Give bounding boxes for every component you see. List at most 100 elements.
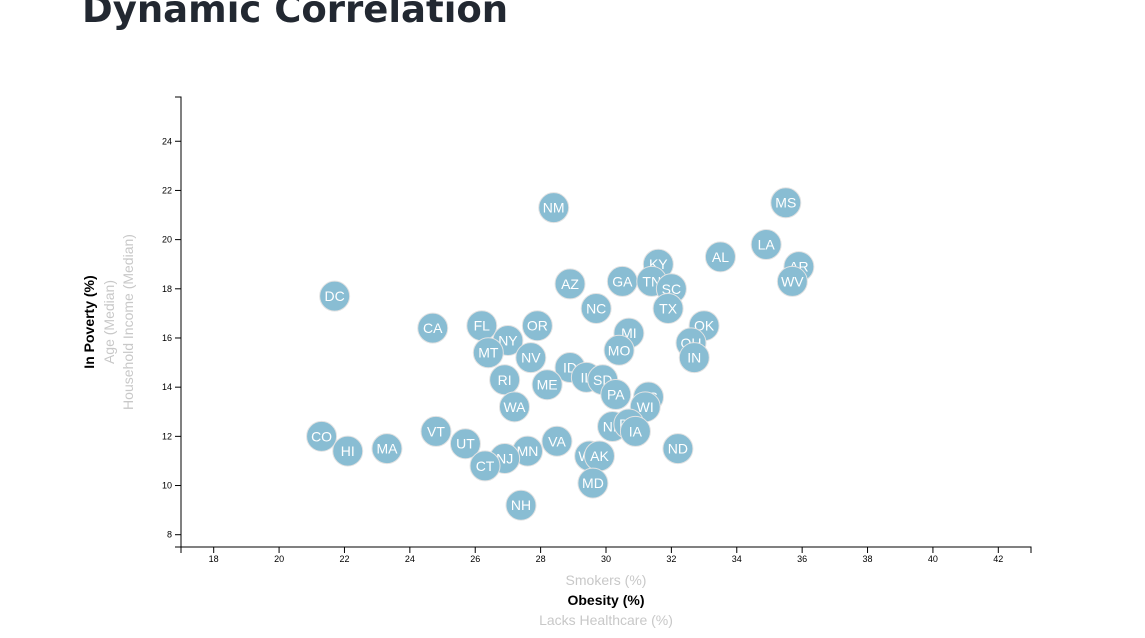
x-axis-label-healthcare[interactable]: Lacks Healthcare (%) (539, 612, 673, 628)
state-point-nd[interactable]: ND (662, 433, 694, 465)
state-circle[interactable] (371, 433, 403, 465)
state-circle[interactable] (332, 435, 364, 467)
state-point-fl[interactable]: FL (466, 310, 498, 342)
state-label[interactable]: SC (662, 281, 681, 297)
state-circle[interactable] (678, 342, 710, 374)
state-point-ia[interactable]: IA (619, 415, 651, 447)
state-label[interactable]: WI (637, 399, 654, 415)
state-label[interactable]: VA (548, 433, 566, 449)
state-point-ut[interactable]: UT (449, 428, 481, 460)
state-circle[interactable] (603, 334, 635, 366)
state-circle[interactable] (750, 229, 782, 261)
y-axis-label-income[interactable]: Household Income (Median) (120, 234, 136, 410)
state-circle[interactable] (662, 433, 694, 465)
state-circle[interactable] (489, 364, 521, 396)
state-circle[interactable] (531, 369, 563, 401)
state-point-ms[interactable]: MS (770, 187, 802, 219)
state-label[interactable]: OK (694, 318, 715, 334)
state-point-wv[interactable]: WV (776, 265, 808, 297)
state-point-ok[interactable]: OK (688, 310, 720, 342)
state-label[interactable]: MA (376, 441, 398, 457)
state-label[interactable]: MD (582, 475, 604, 491)
state-label[interactable]: NJ (496, 450, 513, 466)
state-circle[interactable] (420, 415, 452, 447)
state-point-mt[interactable]: MT (472, 337, 504, 369)
state-label[interactable]: FL (474, 318, 491, 334)
state-circle[interactable] (541, 425, 573, 457)
state-label[interactable]: NH (511, 497, 531, 513)
state-point-sc[interactable]: SC (655, 273, 687, 305)
state-circle[interactable] (472, 337, 504, 369)
state-label[interactable]: ND (668, 441, 688, 457)
state-point-ma[interactable]: MA (371, 433, 403, 465)
state-circle[interactable] (580, 292, 612, 324)
state-point-nm[interactable]: NM (538, 192, 570, 224)
state-circle[interactable] (577, 467, 609, 499)
state-label[interactable]: IN (687, 350, 701, 366)
state-circle[interactable] (449, 428, 481, 460)
state-label[interactable]: NM (543, 200, 565, 216)
state-point-nc[interactable]: NC (580, 292, 612, 324)
state-circle[interactable] (469, 450, 501, 482)
state-label[interactable]: NY (498, 332, 518, 348)
state-label[interactable]: TX (659, 300, 678, 316)
state-label[interactable]: VT (427, 423, 445, 439)
state-label[interactable]: MT (478, 345, 499, 361)
state-point-mo[interactable]: MO (603, 334, 635, 366)
state-point-nh[interactable]: NH (505, 489, 537, 521)
state-point-vt[interactable]: VT (420, 415, 452, 447)
state-circle[interactable] (515, 342, 547, 374)
state-label[interactable]: NC (586, 300, 606, 316)
state-label[interactable]: MS (775, 195, 796, 211)
state-point-dc[interactable]: DC (319, 280, 351, 312)
state-label[interactable]: LA (758, 237, 776, 253)
state-label[interactable]: CT (476, 458, 495, 474)
state-label[interactable]: NV (521, 350, 541, 366)
state-circle[interactable] (505, 489, 537, 521)
state-label[interactable]: OR (527, 318, 548, 334)
state-label[interactable]: CA (423, 320, 443, 336)
state-label[interactable]: AK (590, 448, 609, 464)
state-circle[interactable] (704, 241, 736, 273)
state-point-la[interactable]: LA (750, 229, 782, 261)
state-label[interactable]: DC (325, 288, 345, 304)
state-point-va[interactable]: VA (541, 425, 573, 457)
state-label[interactable]: MO (608, 342, 631, 358)
state-circle[interactable] (776, 265, 808, 297)
state-label[interactable]: WV (781, 273, 804, 289)
state-circle[interactable] (554, 268, 586, 300)
x-axis-label-obesity[interactable]: Obesity (%) (567, 592, 644, 608)
state-point-wa[interactable]: WA (498, 391, 530, 423)
x-axis-label-smokers[interactable]: Smokers (%) (566, 572, 647, 588)
state-circle[interactable] (498, 391, 530, 423)
state-circle[interactable] (619, 415, 651, 447)
state-label[interactable]: GA (612, 273, 633, 289)
state-point-az[interactable]: AZ (554, 268, 586, 300)
state-point-ga[interactable]: GA (606, 265, 638, 297)
state-circle[interactable] (652, 292, 684, 324)
state-point-nv[interactable]: NV (515, 342, 547, 374)
state-point-in[interactable]: IN (678, 342, 710, 374)
state-point-ct[interactable]: CT (469, 450, 501, 482)
state-circle[interactable] (538, 192, 570, 224)
y-axis-label-poverty[interactable]: In Poverty (%) (81, 275, 97, 368)
state-label[interactable]: UT (456, 436, 475, 452)
state-label[interactable]: AL (712, 249, 729, 265)
state-label[interactable]: RI (498, 372, 512, 388)
state-label[interactable]: CO (311, 428, 332, 444)
y-axis-label-age[interactable]: Age (Median) (101, 280, 117, 364)
state-label[interactable]: WA (503, 399, 526, 415)
state-circle[interactable] (770, 187, 802, 219)
state-point-or[interactable]: OR (521, 310, 553, 342)
state-label[interactable]: MN (517, 443, 539, 459)
state-circle[interactable] (319, 280, 351, 312)
state-label[interactable]: ME (537, 377, 558, 393)
state-circle[interactable] (417, 312, 449, 344)
state-point-ca[interactable]: CA (417, 312, 449, 344)
state-point-md[interactable]: MD (577, 467, 609, 499)
state-point-al[interactable]: AL (704, 241, 736, 273)
state-point-tx[interactable]: TX (652, 292, 684, 324)
state-label[interactable]: IA (629, 423, 643, 439)
state-point-hi[interactable]: HI (332, 435, 364, 467)
state-point-pa[interactable]: PA (600, 379, 632, 411)
